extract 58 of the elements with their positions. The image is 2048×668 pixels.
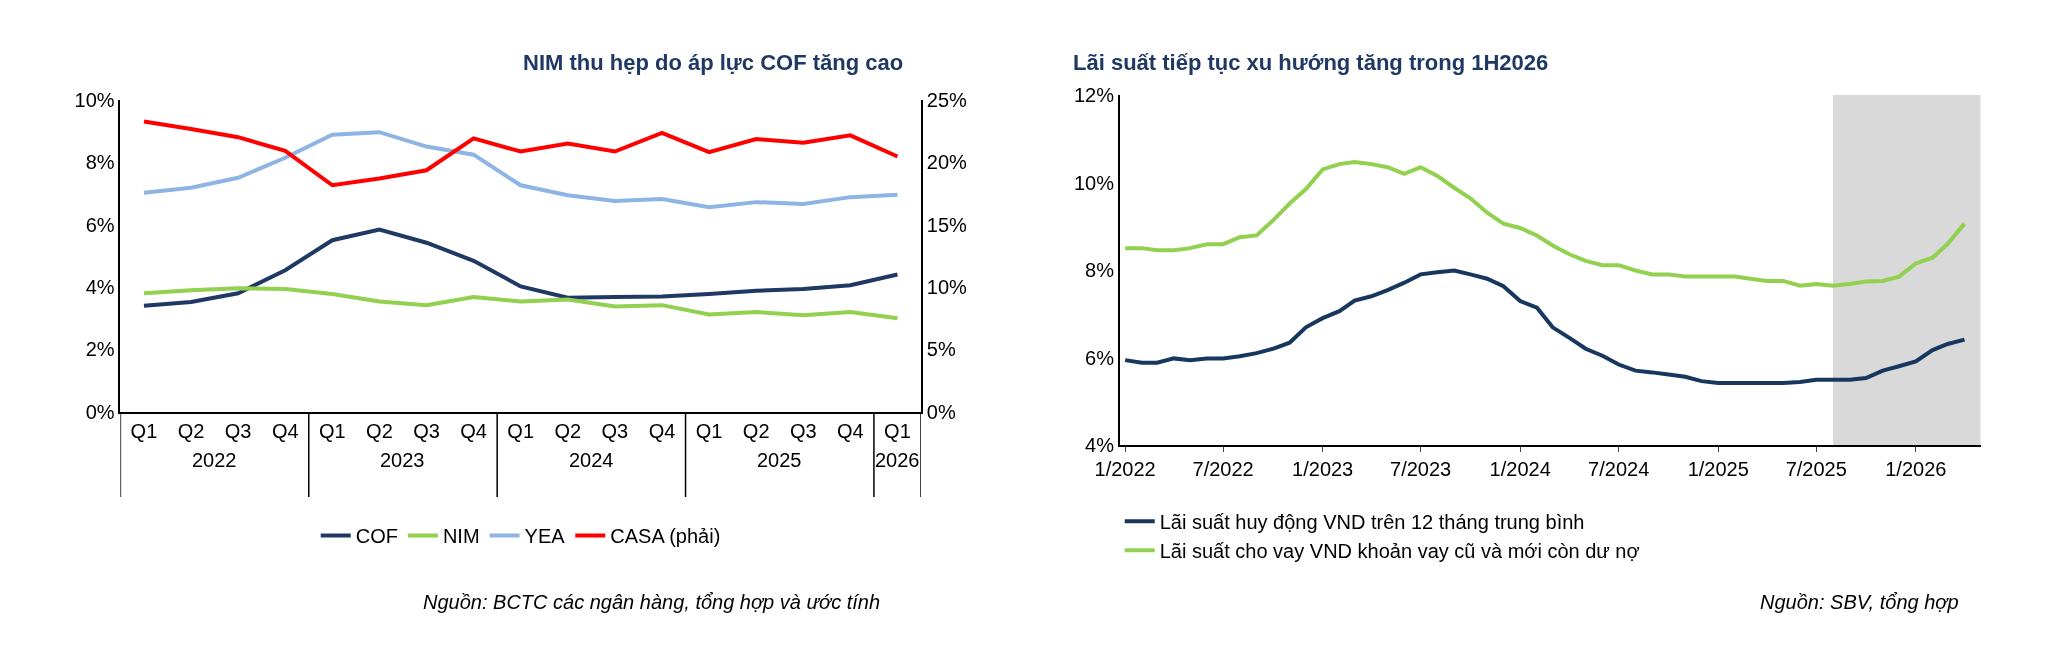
x-tick-label: 7/2022	[1192, 457, 1254, 480]
y2-tick-label: 15%	[926, 213, 968, 236]
x-tick-label: 1/2024	[1489, 457, 1551, 480]
y-tick-label: 6%	[85, 213, 115, 236]
x-tick-label: Q3	[413, 419, 440, 442]
y-tick-label: 2%	[85, 338, 115, 361]
text: 2024	[569, 449, 614, 471]
text: 2026	[875, 449, 920, 471]
y2-tick-label: 10%	[926, 276, 968, 299]
x-tick-label: 1/2025	[1687, 457, 1749, 480]
x-tick-label: 7/2023	[1390, 457, 1452, 480]
legend-label: NIM	[442, 525, 480, 548]
x-tick-label: Q4	[460, 419, 487, 442]
text: 2025	[757, 449, 802, 471]
y-tick-label: 12%	[1073, 84, 1115, 106]
x-tick-label: Q3	[789, 419, 817, 442]
x-tick-label: Q2	[554, 419, 582, 442]
y2-tick-label: 0%	[926, 400, 956, 423]
x-tick-label: Q4	[648, 419, 676, 442]
y-tick-label: 8%	[1085, 259, 1115, 282]
text: 2023	[380, 449, 425, 471]
text: Nguồn: SBV, tổng hợp	[1760, 591, 1959, 613]
chart-title: NIM thu hẹp do áp lực COF tăng cao	[523, 50, 904, 75]
x-tick-label: Q2	[742, 419, 770, 442]
text: 2022	[192, 449, 237, 471]
chart-title: Lãi suất tiếp tục xu hướng tăng trong 1H2026	[1073, 50, 1549, 75]
x-tick-label: Q1	[884, 419, 911, 442]
legend-label: CASA (phải)	[610, 525, 721, 548]
legend-label: YEA	[524, 525, 566, 548]
y-tick-label: 4%	[1085, 434, 1115, 457]
x-tick-label: 1/2023	[1292, 457, 1354, 480]
x-tick-label: 1/2026	[1885, 457, 1947, 480]
y-tick-label: 6%	[1085, 346, 1115, 369]
x-tick-label: Q1	[130, 419, 158, 442]
x-tick-label: Q4	[837, 419, 864, 442]
y2-tick-label: 25%	[926, 88, 968, 111]
x-tick-label: 1/2022	[1094, 457, 1156, 480]
y2-tick-label: 20%	[926, 151, 968, 174]
y2-tick-label: 5%	[926, 338, 956, 361]
x-tick-label: 7/2024	[1588, 457, 1650, 480]
x-tick-label: Q2	[177, 419, 205, 442]
y-tick-label: 0%	[85, 400, 115, 423]
legend-label: COF	[355, 525, 398, 548]
y-tick-label: 10%	[1073, 171, 1115, 194]
x-tick-label: Q2	[366, 419, 393, 442]
x-tick-label: Q3	[224, 419, 252, 442]
x-tick-label: Q4	[271, 419, 299, 442]
x-tick-label: Q1	[507, 419, 535, 442]
x-tick-label: 7/2025	[1785, 457, 1847, 480]
x-tick-label: Q1	[695, 419, 723, 442]
legend-label: Lãi suất cho vay VND khoản vay cũ và mới còn dư nợ	[1159, 540, 1640, 563]
y-tick-label: 4%	[85, 276, 115, 299]
x-tick-label: Q1	[318, 419, 346, 442]
text: Nguồn: BCTC các ngân hàng, tổng hợp và ước tính	[423, 591, 881, 613]
legend-label: Lãi suất huy động VND trên 12 tháng trung bình	[1159, 511, 1585, 534]
y-tick-label: 10%	[74, 88, 115, 111]
y-tick-label: 8%	[85, 151, 115, 174]
x-tick-label: Q3	[601, 419, 629, 442]
